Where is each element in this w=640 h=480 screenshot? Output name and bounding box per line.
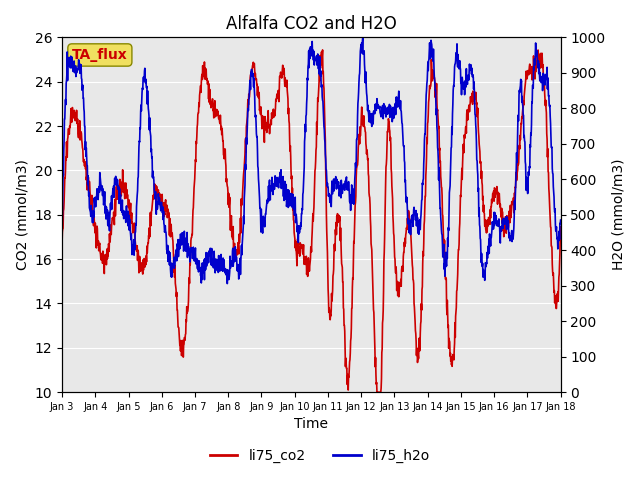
li75_co2	[58, 241, 66, 247]
li75_h2o	[498, 225, 506, 230]
li75_co2	[373, 389, 381, 395]
Line: li75_h2o: li75_h2o	[62, 37, 561, 284]
Text: TA_flux: TA_flux	[72, 48, 128, 62]
li75_h2o	[225, 276, 233, 282]
Title: Alfalfa CO2 and H2O: Alfalfa CO2 and H2O	[226, 15, 397, 33]
li75_co2	[169, 238, 177, 244]
li75_co2	[157, 192, 164, 198]
li75_h2o	[454, 52, 462, 58]
Y-axis label: CO2 (mmol/m3): CO2 (mmol/m3)	[15, 159, 29, 270]
li75_co2	[319, 47, 326, 53]
Line: li75_co2: li75_co2	[62, 50, 561, 392]
li75_co2	[389, 213, 397, 219]
Y-axis label: H2O (mmol/m3): H2O (mmol/m3)	[611, 159, 625, 270]
li75_h2o	[58, 231, 66, 237]
li75_h2o	[389, 113, 397, 119]
Legend: li75_co2, li75_h2o: li75_co2, li75_h2o	[204, 443, 436, 468]
li75_co2	[498, 220, 506, 226]
X-axis label: Time: Time	[294, 418, 328, 432]
li75_h2o	[157, 208, 164, 214]
li75_co2	[225, 191, 232, 196]
li75_h2o	[223, 281, 231, 287]
li75_h2o	[169, 263, 177, 268]
li75_co2	[557, 224, 564, 230]
li75_h2o	[557, 217, 564, 223]
li75_h2o	[359, 35, 367, 40]
li75_co2	[454, 255, 462, 261]
